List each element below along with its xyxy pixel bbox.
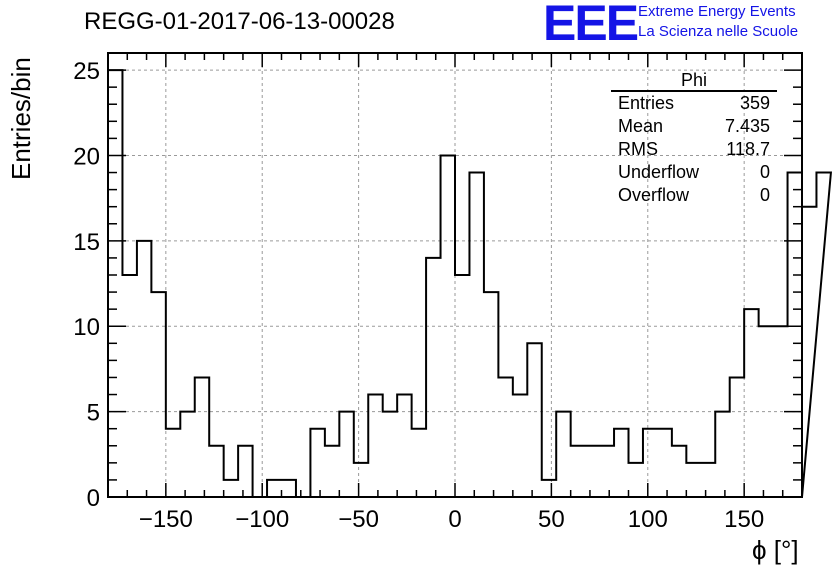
stats-row-underflow: Underflow 0 (611, 161, 777, 184)
histogram-bin (137, 241, 151, 497)
histogram-bin (339, 412, 353, 497)
x-tick-labels: −150 −100 −50 0 50 100 150 (139, 506, 764, 533)
histogram-bin (455, 275, 469, 497)
histogram-bin (368, 395, 382, 497)
stats-box: Phi Entries 359 Mean 7.435 RMS 118.7 Und… (611, 70, 777, 207)
histogram-bin (498, 377, 512, 497)
stats-value: 118.7 (726, 139, 770, 159)
histogram-bin (354, 463, 368, 497)
stats-value: 0 (759, 162, 770, 182)
histogram-bin (629, 463, 643, 497)
histogram-bin (108, 70, 122, 497)
histogram-bin (657, 429, 671, 497)
histogram-bin (571, 446, 585, 497)
axis-ticks (108, 52, 802, 498)
stats-row-mean: Mean 7.435 (611, 115, 777, 138)
histogram-bin (744, 309, 758, 497)
histogram-bin (816, 173, 830, 497)
x-axis-label: ϕ [°] (752, 535, 799, 565)
histogram-bin (267, 480, 281, 497)
logo-caption-line1: Extreme Energy Events (638, 3, 796, 20)
histogram-bin (426, 258, 440, 497)
histogram-bin (195, 377, 209, 497)
x-tick-label: 0 (448, 506, 461, 533)
stats-key: Overflow (618, 185, 690, 205)
x-tick-label: −50 (338, 506, 379, 533)
histogram-bin (585, 446, 599, 497)
grid-lines (108, 53, 802, 497)
histogram-bin (122, 275, 136, 497)
eee-logo: EEE (543, 0, 639, 51)
histogram-bin (469, 173, 483, 497)
histogram-bin (715, 412, 729, 497)
logo-caption-line2: La Scienza nelle Scuole (638, 23, 799, 40)
stats-value: 359 (739, 93, 770, 113)
histogram-bin (282, 480, 296, 497)
histogram-bin (310, 429, 324, 497)
histogram-bin (802, 207, 816, 497)
histogram-bin (441, 155, 455, 497)
histogram-bin (643, 429, 657, 497)
y-tick-labels: 0 5 10 15 20 25 (73, 58, 100, 512)
chart-run-title: REGG-01-2017-06-13-00028 (84, 8, 395, 35)
stats-title: Phi (611, 70, 777, 92)
y-tick-label: 20 (73, 143, 100, 170)
histogram-step-line (107, 69, 833, 498)
histogram-bin (238, 446, 252, 497)
y-tick-label: 15 (73, 229, 100, 256)
histogram-bin (151, 292, 165, 497)
stats-key: Entries (618, 93, 675, 113)
stats-row-entries: Entries 359 (611, 92, 777, 115)
histogram-bin (180, 412, 194, 497)
stats-value: 0 (759, 185, 770, 205)
y-axis-label: Entries/bin (6, 57, 36, 180)
histogram-bin (209, 446, 223, 497)
x-tick-label: 50 (538, 506, 565, 533)
histogram-bin (788, 173, 802, 497)
x-tick-label: −150 (139, 506, 193, 533)
histogram-bin (166, 429, 180, 497)
histogram-bin (325, 446, 339, 497)
histogram-bin (542, 480, 556, 497)
histogram-bin (614, 429, 628, 497)
x-tick-label: −100 (235, 506, 289, 533)
y-tick-label: 25 (73, 58, 100, 85)
histogram-bin (672, 446, 686, 497)
x-tick-label: 150 (724, 506, 764, 533)
histogram-bin (759, 326, 773, 497)
y-tick-label: 0 (87, 485, 100, 512)
histogram-bin (556, 412, 570, 497)
histogram-bin (412, 429, 426, 497)
histogram-bin (513, 395, 527, 497)
histogram-bin (600, 446, 614, 497)
stats-value: 7.435 (724, 116, 770, 136)
x-tick-label: 100 (628, 506, 668, 533)
stats-key: Mean (618, 116, 664, 136)
y-tick-label: 10 (73, 314, 100, 341)
histogram-bin (224, 480, 238, 497)
histogram-bin (686, 463, 700, 497)
histogram-bin (397, 395, 411, 497)
stats-key: Underflow (618, 162, 700, 182)
histogram-bin (527, 343, 541, 497)
histogram-bin (383, 412, 397, 497)
y-tick-label: 5 (87, 400, 100, 427)
histogram-bin (701, 463, 715, 497)
stats-row-rms: RMS 118.7 (611, 138, 777, 161)
stats-key: RMS (618, 139, 658, 159)
histogram-bin (484, 292, 498, 497)
stats-row-overflow: Overflow 0 (611, 184, 777, 207)
histogram-bin (730, 377, 744, 497)
